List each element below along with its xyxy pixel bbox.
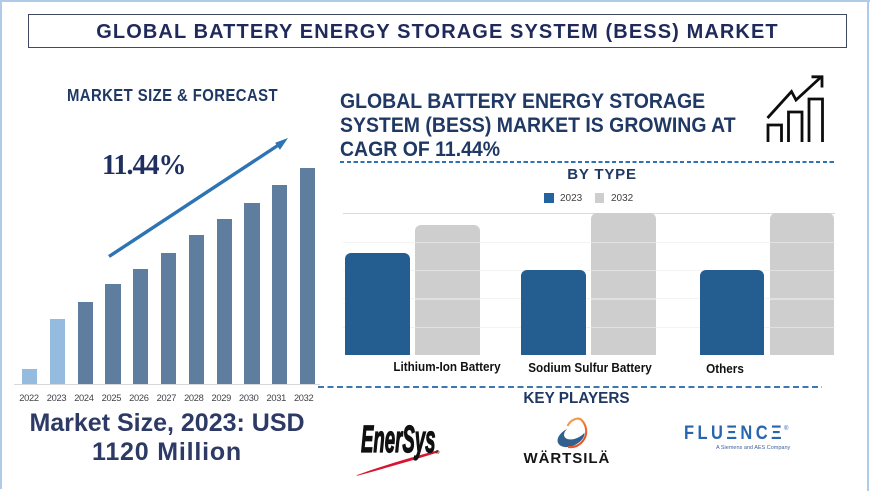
svg-text:®: ®: [436, 449, 440, 456]
svg-text:EnerSys: EnerSys: [361, 419, 435, 461]
